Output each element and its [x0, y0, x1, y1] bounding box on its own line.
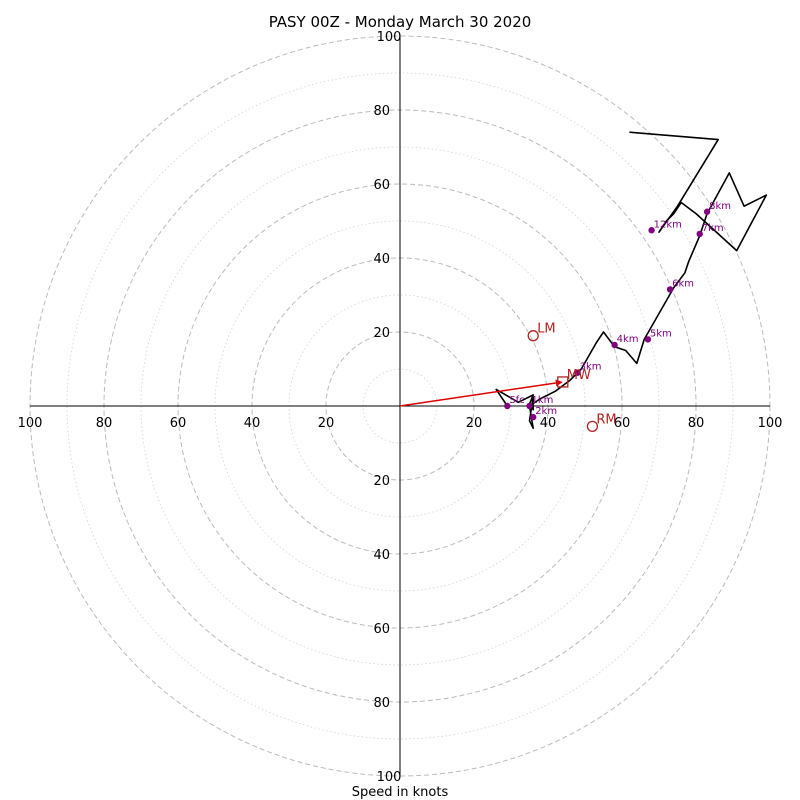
axes: 100 80 60 40 20 20 40 60 80 100 100 80 60 40 20 20 40 60 8… — [18, 30, 783, 785]
height-marker-label: 7km — [702, 223, 724, 234]
height-marker-label: 1km — [532, 395, 554, 406]
storm-motion-label: MW — [567, 368, 591, 383]
height-marker-label: 12km — [654, 219, 682, 230]
height-marker-label: 6km — [672, 278, 694, 289]
x-tick-label: 100 — [18, 416, 43, 431]
height-marker-label: 5km — [650, 328, 672, 339]
x-tick-label: 20 — [318, 416, 335, 431]
x-axis-label: Speed in knots — [352, 785, 449, 800]
hodograph-line — [495, 131, 768, 430]
height-marker — [574, 369, 581, 376]
x-tick-label: 40 — [244, 416, 261, 431]
mean-wind-marker — [557, 376, 569, 388]
storm-motion-label: RM — [596, 412, 616, 427]
mean-wind-vector — [399, 382, 556, 407]
y-tick-label: 40 — [373, 252, 390, 267]
height-marker-label: 2km — [535, 406, 557, 417]
y-tick-label: 60 — [373, 622, 390, 637]
storm-motion-label: LM — [537, 322, 555, 337]
x-tick-label: 100 — [758, 416, 783, 431]
chart-title: PASY 00Z - Monday March 30 2020 — [269, 13, 532, 31]
height-marker-label: 8km — [709, 201, 731, 212]
height-marker — [648, 227, 655, 234]
storm-motion-markers: LM RM MW — [527, 322, 617, 433]
height-marker — [530, 413, 537, 421]
x-tick-label: 60 — [170, 416, 187, 431]
height-marker-label: Sfc — [509, 395, 524, 406]
height-marker-label: 4km — [617, 334, 639, 345]
height-marker — [644, 336, 652, 343]
height-marker-label: 3km — [580, 362, 602, 373]
y-tick-label: 40 — [373, 548, 390, 563]
y-tick-label: 100 — [377, 770, 402, 785]
x-tick-label: 80 — [96, 416, 113, 431]
x-tick-label: 80 — [688, 416, 705, 431]
height-marker — [666, 286, 674, 293]
y-tick-label: 20 — [373, 326, 390, 341]
height-marker — [696, 230, 703, 238]
x-tick-label: 40 — [540, 416, 557, 431]
storm-motion-marker — [586, 420, 599, 433]
storm-motion-marker — [527, 330, 539, 342]
x-tick-label: 60 — [614, 416, 631, 431]
y-tick-label: 80 — [373, 104, 390, 119]
height-marker — [504, 402, 511, 410]
y-tick-label: 80 — [373, 696, 390, 711]
y-tick-label: 100 — [377, 30, 402, 45]
height-marker — [703, 208, 711, 215]
height-marker — [611, 341, 618, 349]
y-tick-label: 60 — [373, 178, 390, 193]
height-marker — [526, 402, 533, 410]
y-tick-label: 20 — [373, 474, 390, 489]
x-tick-label: 20 — [466, 416, 483, 431]
mean-wind-arrowhead — [555, 379, 563, 387]
